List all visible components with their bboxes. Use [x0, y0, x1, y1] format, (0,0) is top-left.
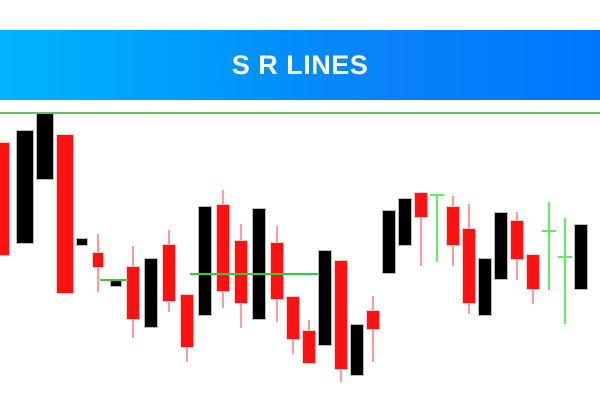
candle-body — [430, 194, 444, 196]
candle-body — [144, 258, 158, 328]
candle-body — [302, 330, 316, 364]
candle-body — [0, 142, 10, 256]
candle-3-up — [56, 114, 74, 400]
candle-0-up — [0, 114, 10, 400]
candle-body — [92, 252, 104, 268]
candle-body — [558, 256, 572, 258]
candle-wick — [436, 194, 438, 262]
candle-17-up — [302, 114, 316, 400]
candle-body — [334, 260, 348, 370]
resistance-line-1 — [190, 273, 318, 275]
candle-26-up — [446, 114, 460, 400]
candle-32-flat — [542, 114, 556, 400]
candle-body — [446, 206, 460, 246]
candle-11-down — [198, 114, 212, 400]
candle-body — [234, 240, 248, 304]
candle-21-up — [366, 114, 380, 400]
candle-34-down — [574, 114, 588, 400]
candle-31-up — [526, 114, 540, 400]
candle-7-up — [126, 114, 140, 400]
candle-4-down — [76, 114, 88, 400]
candle-18-down — [318, 114, 332, 400]
candle-28-down — [478, 114, 492, 400]
candle-27-up — [462, 114, 476, 400]
candle-body — [526, 254, 540, 290]
candle-body — [414, 192, 428, 218]
candle-9-up — [162, 114, 176, 400]
candle-25-flat — [430, 114, 444, 400]
candle-14-down — [252, 114, 266, 400]
candle-body — [574, 224, 588, 290]
candle-13-up — [234, 114, 248, 400]
candle-24-up — [414, 114, 428, 400]
candle-22-down — [382, 114, 396, 400]
candle-body — [510, 220, 524, 260]
page-title: S R LINES — [231, 49, 369, 80]
candle-body — [270, 242, 284, 300]
candle-33-flat — [558, 114, 572, 400]
candle-30-up — [510, 114, 524, 400]
candlestick-chart — [0, 114, 600, 400]
candle-body — [286, 296, 300, 340]
candle-body — [126, 266, 140, 320]
candle-2-down — [36, 114, 54, 400]
candle-body — [366, 310, 380, 330]
candle-body — [162, 244, 176, 302]
candle-body — [382, 210, 396, 274]
header-banner: S R LINES — [0, 30, 600, 100]
candle-6-down — [110, 114, 122, 400]
candle-20-down — [350, 114, 364, 400]
candle-body — [252, 208, 266, 320]
candle-29-down — [494, 114, 508, 400]
support-line-1 — [100, 279, 128, 281]
candle-body — [16, 130, 34, 244]
candle-body — [494, 212, 508, 280]
candle-16-up — [286, 114, 300, 400]
candle-10-up — [180, 114, 194, 400]
candle-body — [56, 134, 74, 294]
candle-body — [180, 294, 194, 348]
candle-wick — [564, 218, 566, 324]
candle-12-up — [216, 114, 230, 400]
candle-body — [350, 324, 364, 376]
candle-body — [36, 114, 54, 180]
candle-body — [462, 228, 476, 304]
candle-body — [198, 206, 212, 316]
candle-19-up — [334, 114, 348, 400]
candle-wick — [548, 202, 550, 290]
candle-body — [478, 258, 492, 316]
header-divider — [0, 112, 600, 114]
candle-15-up — [270, 114, 284, 400]
candle-5-up — [92, 114, 104, 400]
candle-wick — [420, 192, 422, 266]
candle-23-down — [398, 114, 412, 400]
candle-body — [216, 204, 230, 292]
candle-body — [318, 250, 332, 346]
candle-body — [542, 230, 556, 232]
candle-8-down — [144, 114, 158, 400]
candle-body — [76, 238, 88, 246]
candle-1-down — [16, 114, 34, 400]
candle-body — [398, 198, 412, 246]
